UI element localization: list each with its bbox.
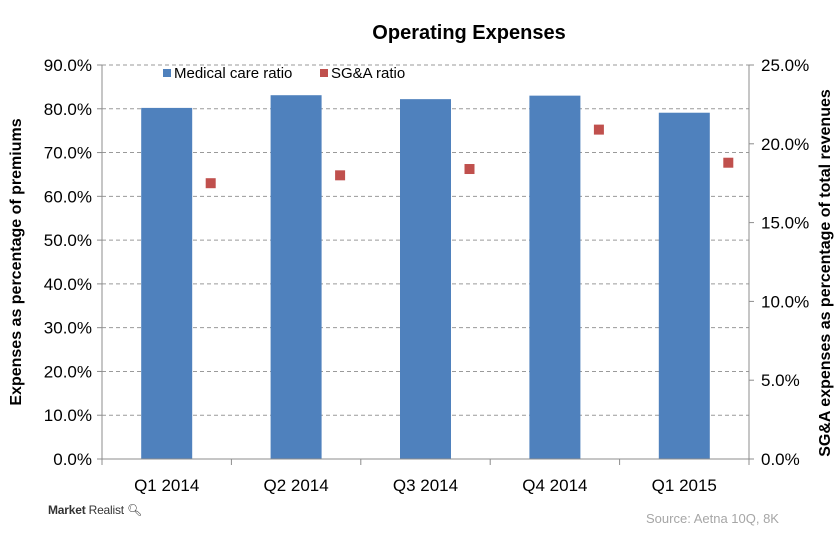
y2-tick-label: 25.0% <box>761 56 809 75</box>
bar <box>658 112 710 460</box>
x-tick-label: Q1 2015 <box>652 476 717 495</box>
data-point <box>464 164 475 175</box>
y-tick-label: 30.0% <box>44 319 92 338</box>
y-tick-label: 50.0% <box>44 231 92 250</box>
y2-tick-label: 5.0% <box>761 371 800 390</box>
y2-tick-label: 20.0% <box>761 135 809 154</box>
y2-tick-label: 0.0% <box>761 450 800 469</box>
y2-axis-label: SG&A expenses as percentage of total rev… <box>817 89 834 457</box>
data-point <box>205 178 216 189</box>
chart-title: Operating Expenses <box>372 22 565 44</box>
y-tick-label: 60.0% <box>44 187 92 206</box>
data-point <box>335 170 346 181</box>
y-axis-label: Expenses as percentage of premiums <box>8 118 25 405</box>
y-tick-label: 70.0% <box>44 144 92 163</box>
legend-swatch <box>320 69 328 77</box>
bar <box>400 99 451 459</box>
marker-series <box>205 124 734 189</box>
source-note: Source: Aetna 10Q, 8K <box>646 511 779 526</box>
x-tick-label: Q1 2014 <box>134 476 199 495</box>
market-realist-logo: Market Realist 🔍︎ <box>48 503 143 517</box>
legend-swatch <box>163 69 171 77</box>
legend: Medical care ratio SG&A ratio <box>163 65 405 82</box>
y-tick-label: 20.0% <box>44 362 92 381</box>
y-tick-label: 40.0% <box>44 275 92 294</box>
data-point <box>723 157 734 168</box>
y2-tick-label: 10.0% <box>761 292 809 311</box>
axes: 0.0% 10.0% 20.0% 30.0% 40.0% 50.0% 60.0% 70.0% 8… <box>44 56 809 495</box>
y-tick-label: 10.0% <box>44 406 92 425</box>
y2-tick-label: 15.0% <box>761 214 809 233</box>
bar <box>529 95 581 460</box>
x-tick-label: Q2 2014 <box>263 476 328 495</box>
magnifier-icon: 🔍︎ <box>127 503 143 517</box>
y-tick-label: 80.0% <box>44 100 92 119</box>
x-tick-label: Q3 2014 <box>393 476 458 495</box>
bar <box>141 107 193 459</box>
legend-label: Medical care ratio <box>174 65 292 82</box>
data-point <box>593 124 604 135</box>
y-tick-label: 0.0% <box>53 450 92 469</box>
legend-label: SG&A ratio <box>331 65 405 82</box>
bar <box>270 95 322 459</box>
bar-series <box>141 95 710 460</box>
y-tick-label: 90.0% <box>44 56 92 75</box>
x-tick-label: Q4 2014 <box>522 476 587 495</box>
